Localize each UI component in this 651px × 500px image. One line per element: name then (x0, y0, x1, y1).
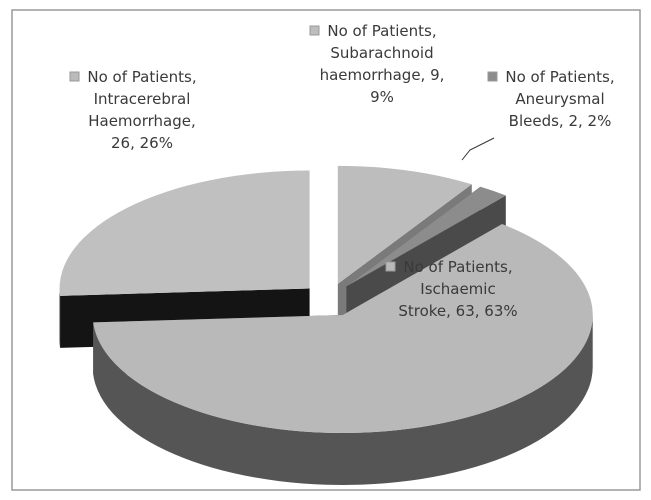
data-label: No of Patients, Aneurysmal Bleeds, 2, 2% (505, 68, 614, 130)
slice (93, 224, 593, 485)
data-label: No of Patients, Subarachnoid haemorrhage, … (320, 22, 445, 106)
slice-top (337, 165, 472, 284)
slice-top (93, 224, 593, 433)
slice-top (59, 170, 310, 296)
data-label: No of Patients, Intracerebral Haemorrhage,… (87, 68, 196, 152)
data-label: No of Patients, Ischaemic Stroke, 63, 63% (398, 258, 517, 320)
legend-key (69, 71, 80, 82)
legend-key (487, 71, 498, 82)
leader-line (461, 137, 495, 161)
legend-key (385, 261, 396, 272)
slice-side (93, 314, 593, 485)
legend-key (309, 25, 320, 36)
